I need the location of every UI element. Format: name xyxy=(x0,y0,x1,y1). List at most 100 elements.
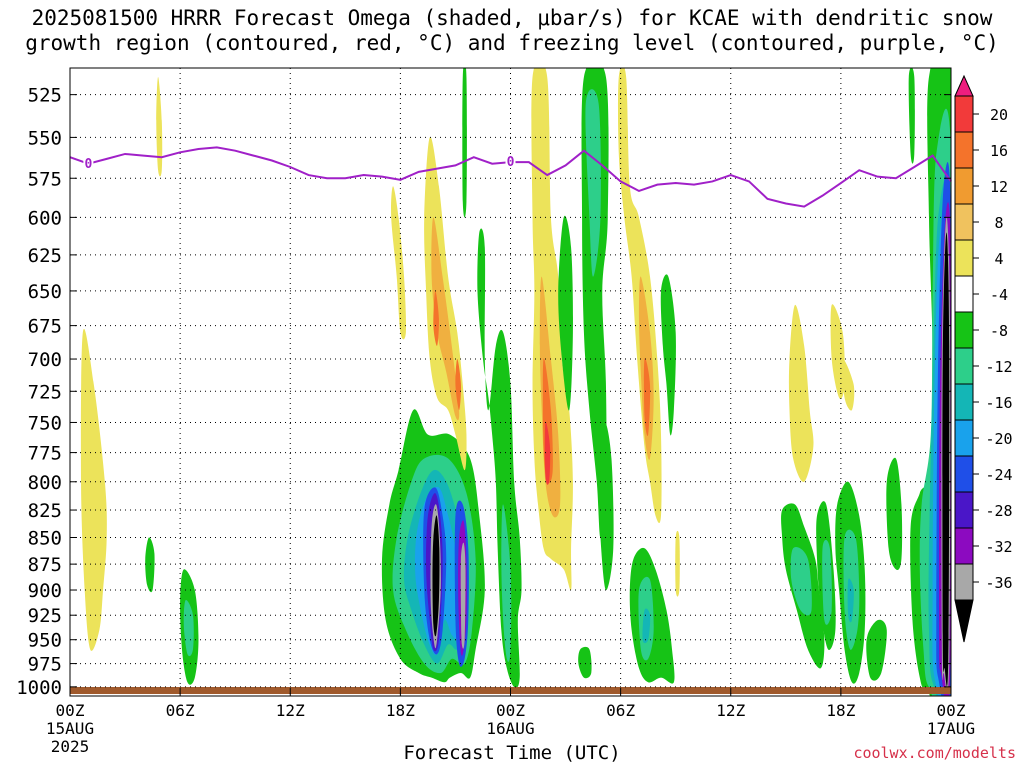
y-tick-label: 800 xyxy=(28,472,62,494)
freezing-level-label-bg xyxy=(83,155,94,170)
y-tick-label: 1000 xyxy=(16,677,62,699)
y-tick-label: 950 xyxy=(28,630,62,652)
freezing-level-label: 0 xyxy=(84,157,92,172)
y-tick-label: 675 xyxy=(28,316,62,338)
omega-region-4 xyxy=(183,599,194,657)
omega-region-18 xyxy=(431,217,460,421)
colorbar-segment xyxy=(954,455,974,493)
omega-region-24 xyxy=(531,68,573,591)
y-tick-label: 650 xyxy=(28,281,62,303)
grid-lines xyxy=(70,68,951,696)
colorbar-label: -32 xyxy=(985,538,1012,556)
omega-region-23 xyxy=(501,504,512,662)
colorbar-bottom-arrow xyxy=(954,599,974,643)
colorbar-segment xyxy=(954,491,974,529)
colorbar-segment xyxy=(954,95,974,133)
y-tick-label: 825 xyxy=(28,500,62,522)
x-tick-year-label: 2025 xyxy=(51,737,90,756)
omega-region-32 xyxy=(578,646,592,679)
x-tick-date-label: 17AUG xyxy=(927,719,975,738)
y-axis-ticks: 525 550 575 600 625 650 675 700 725 750 775 800 825 8… xyxy=(16,85,951,699)
colorbar-legend: 20 16 12 8 4 -4 -8 -12 -16 -20 -24 -28 -32 -36 xyxy=(954,74,1013,643)
x-tick-label: 18Z xyxy=(826,701,855,720)
y-tick-label: 700 xyxy=(28,349,62,371)
omega-region-39 xyxy=(642,608,651,644)
y-tick-label: 550 xyxy=(28,127,62,149)
omega-region-12 xyxy=(432,515,440,637)
y-tick-label: 600 xyxy=(28,207,62,229)
colorbar-segment xyxy=(954,131,974,169)
colorbar-segment xyxy=(954,275,974,313)
colorbar-label: -12 xyxy=(985,358,1012,376)
colorbar-segment xyxy=(954,311,974,349)
omega-region-40 xyxy=(675,530,680,597)
y-tick-label: 925 xyxy=(28,605,62,627)
colorbar-segment xyxy=(954,347,974,385)
omega-region-47 xyxy=(822,539,833,625)
x-tick-label: 00Z xyxy=(56,701,85,720)
colorbar-segment xyxy=(954,527,974,565)
omega-region-19 xyxy=(433,290,439,346)
omega-region-16 xyxy=(391,186,407,340)
omega-region-28 xyxy=(558,215,573,411)
colorbar-segment xyxy=(954,239,974,277)
x-tick-date-label: 16AUG xyxy=(486,719,534,738)
colorbar-label: -28 xyxy=(985,502,1012,520)
omega-region-36 xyxy=(660,274,676,436)
omega-region-43 xyxy=(842,358,855,411)
colorbar-segment xyxy=(954,203,974,241)
y-tick-label: 575 xyxy=(28,168,62,190)
x-tick-label: 12Z xyxy=(716,701,745,720)
colorbar-label: -24 xyxy=(985,466,1012,484)
omega-region-21 xyxy=(462,68,467,218)
y-tick-label: 525 xyxy=(28,85,62,107)
colorbar-label: -20 xyxy=(985,430,1012,448)
x-tick-label: 12Z xyxy=(276,701,305,720)
omega-region-1 xyxy=(156,76,163,177)
x-tick-label: 00Z xyxy=(937,701,966,720)
omega-region-50 xyxy=(847,578,854,623)
x-axis-label: Forecast Time (UTC) xyxy=(403,742,621,764)
omega-region-2 xyxy=(145,537,155,593)
omega-region-51 xyxy=(866,619,887,681)
colorbar-label: 20 xyxy=(990,106,1008,124)
colorbar-segment xyxy=(954,383,974,421)
x-tick-label: 06Z xyxy=(606,701,635,720)
omega-region-53 xyxy=(908,68,915,164)
credit-link[interactable]: coolwx.com/modelts xyxy=(853,744,1016,762)
omega-region-15 xyxy=(460,542,466,649)
colorbar-label: 16 xyxy=(990,142,1008,160)
chart-title: 2025081500 HRRR Forecast Omega (shaded, … xyxy=(0,6,1024,56)
omega-region-22 xyxy=(477,228,522,688)
x-tick-label: 06Z xyxy=(166,701,195,720)
omega-region-35 xyxy=(643,358,651,436)
omega-region-20 xyxy=(455,359,461,411)
omega-region-52 xyxy=(886,457,903,571)
colorbar-label: -16 xyxy=(985,394,1012,412)
colorbar-label: 8 xyxy=(994,214,1003,232)
colorbar-label: -36 xyxy=(985,574,1012,592)
y-tick-label: 775 xyxy=(28,443,62,465)
y-tick-label: 900 xyxy=(28,580,62,602)
y-tick-label: 875 xyxy=(28,554,62,576)
omega-region-31 xyxy=(598,421,614,591)
colorbar-segment xyxy=(954,167,974,205)
omega-region-30 xyxy=(585,89,601,277)
omega-region-41 xyxy=(788,304,814,482)
y-tick-label: 975 xyxy=(28,654,62,676)
title-line-2: growth region (contoured, red, °C) and f… xyxy=(25,31,999,55)
colorbar-segment xyxy=(954,419,974,457)
x-tick-label: 18Z xyxy=(386,701,415,720)
colorbar-label: -8 xyxy=(990,322,1008,340)
title-line-1: 2025081500 HRRR Forecast Omega (shaded, … xyxy=(31,6,993,30)
freezing-level-label-bg xyxy=(505,154,516,169)
colorbar-top-arrow xyxy=(954,74,974,97)
y-tick-label: 625 xyxy=(28,245,62,267)
omega-region-27 xyxy=(544,421,551,485)
y-tick-label: 725 xyxy=(28,381,62,403)
omega-region-61 xyxy=(942,232,950,687)
omega-region-42 xyxy=(830,304,845,400)
